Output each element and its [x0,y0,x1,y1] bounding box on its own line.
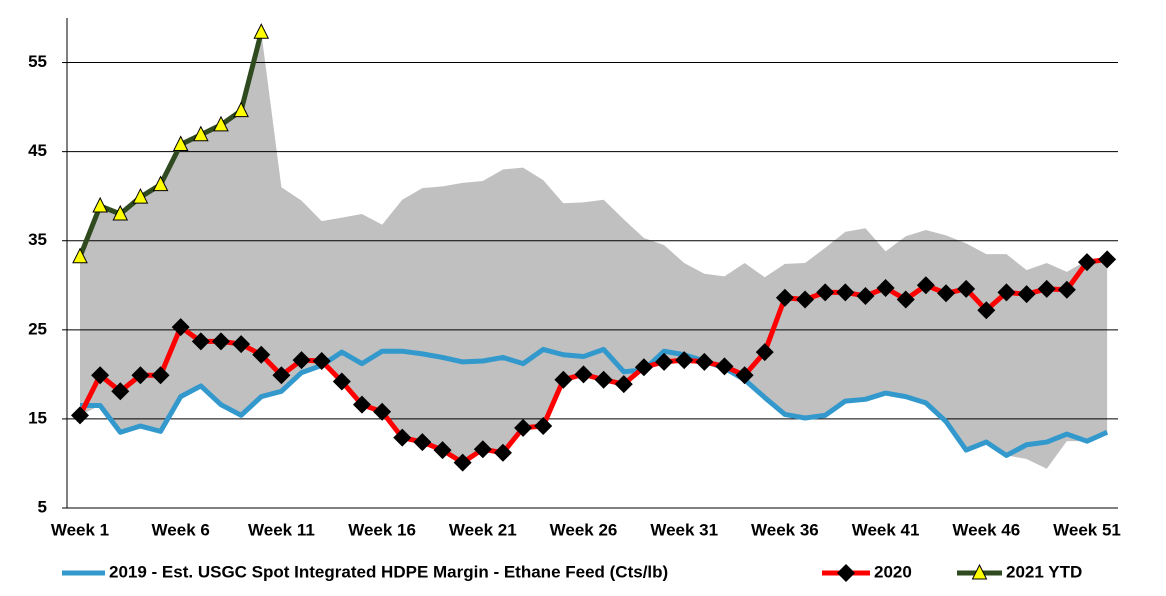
point-marker [614,375,633,394]
point-marker [111,382,130,401]
point-marker [957,279,976,298]
x-tick-label: Week 1 [51,520,109,539]
point-marker [211,332,230,351]
point-marker [312,352,331,370]
point-marker [152,175,169,192]
point-marker [112,204,129,221]
point-marker [876,278,895,297]
x-tick-label: Week 11 [248,520,315,539]
point-marker [132,187,149,204]
point-marker [1057,280,1076,299]
point-marker [272,366,291,385]
point-marker [997,283,1016,302]
x-tick-label: Week 16 [348,520,416,539]
point-marker [253,23,270,39]
point-marker [473,440,492,459]
point-marker [91,366,110,385]
legend-marker [837,564,855,582]
point-marker [131,366,150,385]
point-marker [634,358,653,377]
point-marker [393,428,412,447]
y-tick-label: 15 [28,408,47,427]
point-marker [413,433,432,452]
y-tick-label: 45 [28,141,47,160]
point-marker [92,196,108,213]
point-marker [554,370,573,389]
point-marker [352,395,371,414]
point-marker [213,115,229,132]
series-line [80,346,1109,458]
y-tick-label: 5 [38,497,47,516]
point-marker [71,406,89,425]
point-marker [655,352,674,371]
point-marker [715,357,734,376]
point-marker [292,351,311,370]
legend-label: 2021 YTD [1006,562,1082,581]
point-marker [172,135,189,152]
legend-label: 2020 [874,562,912,581]
point-marker [977,301,996,320]
point-marker [453,453,472,472]
point-marker [695,352,714,371]
point-marker [796,290,815,309]
point-marker [896,290,915,309]
x-tick-label: Week 36 [751,520,819,539]
x-tick-label: Week 6 [152,520,210,539]
point-marker [735,366,754,385]
point-marker [171,318,190,337]
y-tick-label: 55 [28,52,47,71]
x-tick-label: Week 46 [952,520,1020,539]
y-tick-label: 35 [28,230,47,249]
point-marker [816,283,835,302]
point-marker [1078,253,1096,272]
x-tick-label: Week 41 [852,520,920,539]
point-marker [193,125,209,142]
point-marker [836,283,855,302]
point-marker [191,332,210,351]
point-marker [594,370,613,389]
point-marker [151,366,170,385]
point-marker [514,418,533,437]
point-marker [72,247,88,264]
point-marker [373,402,392,421]
x-tick-label: Week 31 [650,520,718,539]
x-tick-label: Week 21 [449,520,517,539]
point-marker [232,335,251,354]
x-tick-label: Week 26 [550,520,618,539]
legend-marker [971,563,988,580]
point-marker [574,365,593,384]
x-tick-label: Week 51 [1053,520,1121,539]
point-marker [252,345,271,364]
y-tick-label: 25 [28,319,47,338]
series-line [77,256,1108,466]
point-marker [534,417,553,436]
point-marker [916,276,935,295]
series-line [77,31,264,258]
point-marker [856,286,875,305]
point-marker [233,101,249,118]
point-marker [755,343,774,362]
point-marker [1017,285,1036,304]
point-marker [775,288,794,307]
point-marker [675,351,694,370]
point-marker [433,441,452,460]
legend-label: 2019 - Est. USGC Spot Integrated HDPE Ma… [109,562,668,581]
point-marker [1037,279,1056,298]
range-area [80,32,1108,469]
point-marker [937,284,956,303]
point-marker [1098,250,1117,269]
point-marker [493,443,512,462]
point-marker [332,372,351,391]
